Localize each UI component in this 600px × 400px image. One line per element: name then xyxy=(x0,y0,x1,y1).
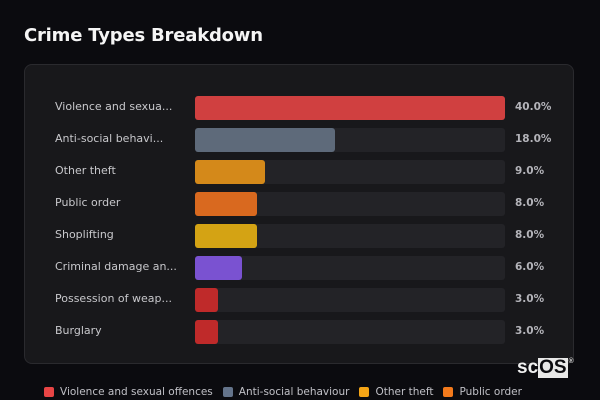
bar-label: Shoplifting xyxy=(55,228,114,241)
bar-row: Shoplifting 8.0% xyxy=(25,224,573,248)
bar[interactable] xyxy=(195,96,505,120)
legend-item[interactable]: Other theft xyxy=(359,386,433,398)
bar-row: Other theft 9.0% xyxy=(25,160,573,184)
bar-row: Burglary 3.0% xyxy=(25,320,573,344)
legend-label: Anti-social behaviour xyxy=(238,386,350,398)
brand-prefix: sc xyxy=(517,357,539,378)
bar-track xyxy=(195,128,505,152)
legend-item[interactable]: Violence and sexual offences xyxy=(44,386,213,398)
chart-legend: Violence and sexual offences Anti-social … xyxy=(44,386,532,398)
legend-label: Public order xyxy=(459,386,522,398)
bar-row: Possession of weap... 3.0% xyxy=(25,288,573,312)
bar-label: Criminal damage an... xyxy=(55,260,177,273)
legend-swatch-icon xyxy=(443,387,454,397)
bar-row: Criminal damage an... 6.0% xyxy=(25,256,573,280)
bar-value: 9.0% xyxy=(515,165,545,177)
legend-swatch-icon xyxy=(44,387,54,397)
bar-value: 8.0% xyxy=(515,197,545,209)
bar[interactable] xyxy=(195,160,265,184)
bar-row: Violence and sexua... 40.0% xyxy=(25,96,573,120)
legend-item[interactable]: Anti-social behaviour xyxy=(222,386,350,398)
brand-highlight: OS xyxy=(538,357,568,378)
bar-track xyxy=(195,160,505,184)
legend-item[interactable]: Public order xyxy=(443,386,522,398)
bar-track xyxy=(195,256,505,280)
bar-value: 3.0% xyxy=(515,293,545,305)
bar-row: Anti-social behavi... 18.0% xyxy=(25,128,573,152)
bar-track xyxy=(195,320,505,344)
bar-label: Anti-social behavi... xyxy=(55,132,164,145)
legend-swatch-icon xyxy=(359,387,370,397)
bar-label: Burglary xyxy=(55,324,102,337)
bar-value: 6.0% xyxy=(515,261,545,273)
legend-label: Violence and sexual offences xyxy=(60,386,213,398)
brand-logo: sc OS ® xyxy=(517,358,574,378)
legend-swatch-icon xyxy=(222,387,233,397)
bar[interactable] xyxy=(195,128,335,152)
bar[interactable] xyxy=(195,224,257,248)
bar-label: Violence and sexua... xyxy=(55,100,173,113)
bar-value: 40.0% xyxy=(515,101,552,113)
registered-mark: ® xyxy=(568,358,574,365)
bar-label: Public order xyxy=(55,196,121,209)
bar[interactable] xyxy=(195,288,218,312)
chart-card: Violence and sexua... 40.0% Anti-social be… xyxy=(24,64,574,364)
bar[interactable] xyxy=(195,256,242,280)
chart-title: Crime Types Breakdown xyxy=(24,25,263,46)
bar[interactable] xyxy=(195,320,218,344)
bar-value: 18.0% xyxy=(515,133,552,145)
bar-row: Public order 8.0% xyxy=(25,192,573,216)
bar-track xyxy=(195,192,505,216)
bar-track xyxy=(195,288,505,312)
bar-label: Other theft xyxy=(55,164,116,177)
bar-value: 3.0% xyxy=(515,325,545,337)
bar-value: 8.0% xyxy=(515,229,545,241)
bar-track xyxy=(195,96,505,120)
bar[interactable] xyxy=(195,192,257,216)
bar-label: Possession of weap... xyxy=(55,292,172,305)
legend-label: Other theft xyxy=(375,386,434,398)
bar-track xyxy=(195,224,505,248)
